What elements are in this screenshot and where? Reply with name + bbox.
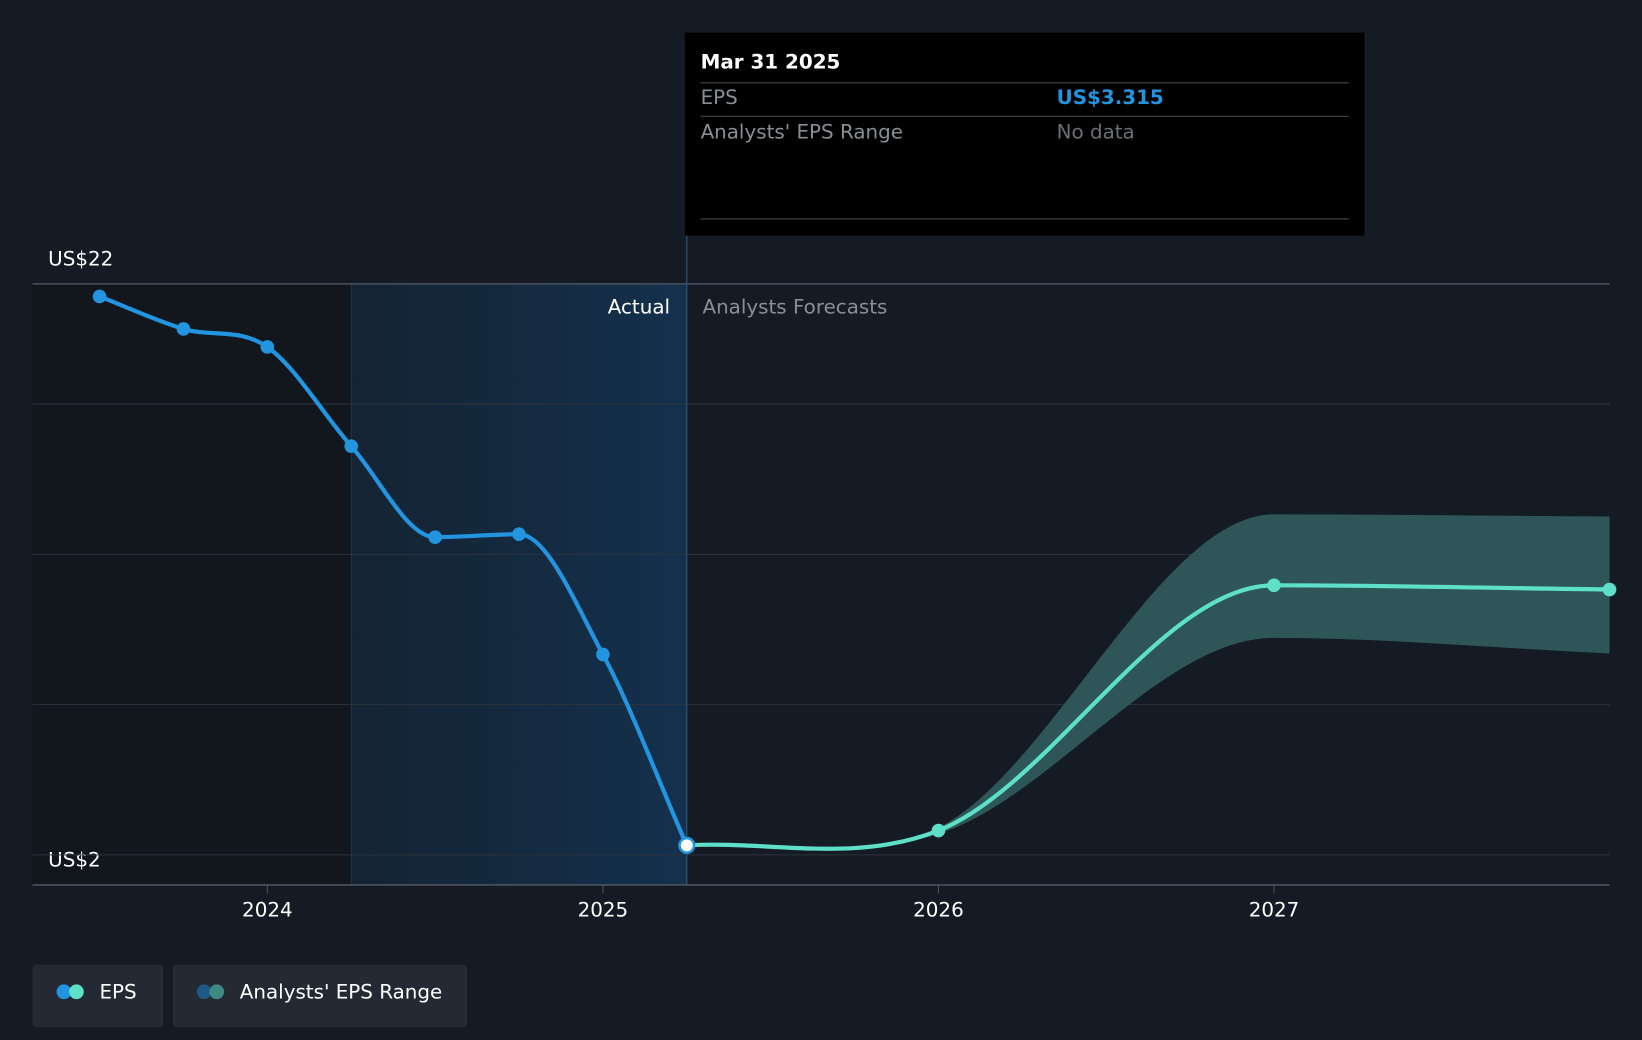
tooltip-box <box>684 32 1365 236</box>
legend-icon <box>69 984 84 1000</box>
x-tick-label: 2027 <box>1249 899 1300 922</box>
legend-item[interactable] <box>32 964 164 1028</box>
legend-icon <box>56 984 72 1000</box>
eps-point <box>678 836 696 855</box>
eps-point <box>596 647 610 662</box>
tooltip-label: EPS <box>701 86 738 109</box>
past-region <box>32 283 352 885</box>
eps-point <box>931 823 946 838</box>
x-tick-label: 2026 <box>913 899 964 922</box>
tooltip-value: US$3.315 <box>1057 86 1164 109</box>
eps-point <box>512 527 526 542</box>
eps-point <box>260 340 275 354</box>
legend-item[interactable] <box>172 964 468 1028</box>
tooltip: Mar 31 2025 EPS US$3.315 Analysts' EPS R… <box>684 32 1365 236</box>
eps-line <box>686 583 1610 851</box>
eps-point <box>1267 578 1281 593</box>
y-tick-label: US$2 <box>48 848 100 871</box>
legend-icon <box>209 984 225 1000</box>
legend: EPS Analysts' EPS Range <box>32 964 468 1028</box>
actual-region <box>351 283 687 885</box>
region-label: Analysts Forecasts <box>702 295 887 318</box>
plot: US$2 US$22 2024 2025 2026 2027 Actual Analysts … <box>32 235 1617 922</box>
tooltip-value: No data <box>1057 121 1135 144</box>
eps-point <box>1602 582 1617 597</box>
range-area <box>686 514 1610 851</box>
eps-point <box>92 289 107 304</box>
x-tick-label: 2025 <box>578 899 629 922</box>
legend-label: Analysts' EPS Range <box>240 980 442 1003</box>
legend-label: EPS <box>99 980 136 1003</box>
y-tick-label: US$22 <box>48 247 113 270</box>
tooltip-label: Analysts' EPS Range <box>701 121 903 144</box>
eps-point <box>344 439 359 453</box>
eps-point <box>176 322 191 336</box>
eps-point <box>428 530 442 545</box>
x-tick-label: 2024 <box>242 899 293 922</box>
legend-icon <box>196 984 212 1000</box>
region-label: Actual <box>608 295 670 318</box>
tooltip-date: Mar 31 2025 <box>701 50 841 73</box>
